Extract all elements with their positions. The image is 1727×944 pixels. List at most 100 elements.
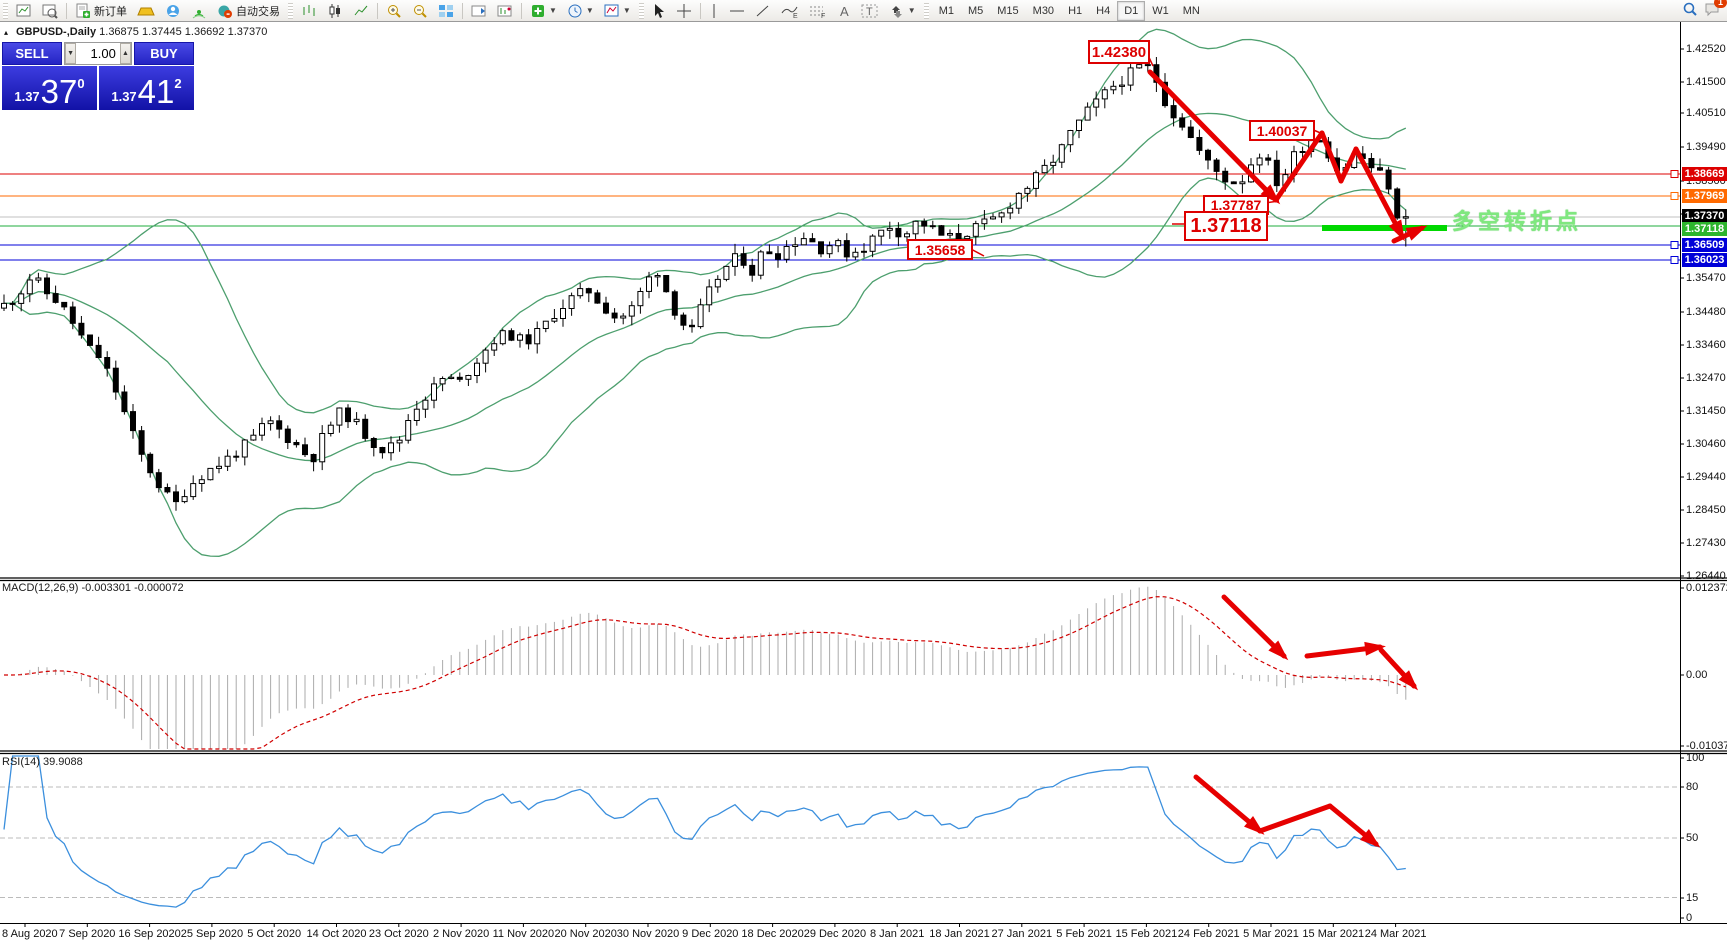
bar-chart-button[interactable] <box>296 1 322 21</box>
buy-button[interactable]: BUY <box>134 42 194 65</box>
timeframe-h4[interactable]: H4 <box>1096 4 1111 17</box>
date-tick-label: 2 Nov 2020 <box>432 928 490 940</box>
timeframe-m30[interactable]: M30 <box>1032 4 1055 17</box>
main-toolbar: 新订单 自动交易 <box>0 0 1727 22</box>
auto-trading-button[interactable]: 自动交易 <box>212 1 285 21</box>
volume-decrease-button[interactable]: ▼ <box>65 43 77 64</box>
profiles-button[interactable] <box>37 1 63 21</box>
toolbar-right: 1 <box>1682 0 1727 20</box>
cursor-tool-button[interactable] <box>647 1 671 21</box>
timeframe-group: M1 M5 M15 M30 H1 H4 D1 W1 MN <box>932 0 1207 21</box>
candlestick-icon <box>327 3 343 19</box>
template-icon <box>604 3 620 19</box>
signals-button[interactable] <box>186 1 212 21</box>
date-tick-label: 8 Jan 2021 <box>869 928 925 940</box>
axis-price-badge: 1.37370 <box>1682 209 1727 223</box>
volume-input[interactable] <box>76 43 120 64</box>
candlestick-button[interactable] <box>322 1 348 21</box>
date-tick-label: 18 Jan 2021 <box>929 928 990 940</box>
date-tick-label: 7 Sep 2020 <box>59 928 116 940</box>
text-tool-button[interactable]: A <box>832 1 856 21</box>
date-tick-label: 29 Dec 2020 <box>803 928 867 940</box>
arrows-icon <box>889 3 905 19</box>
dropdown-caret-icon: ▼ <box>549 6 557 15</box>
timeframe-m5[interactable]: M5 <box>967 4 984 17</box>
line-chart-icon <box>353 3 369 19</box>
axis-tick-label: 1.35470 <box>1686 272 1726 284</box>
sell-price-display[interactable]: 1.37 37 0 <box>2 66 97 110</box>
date-tick-label: 9 Dec 2020 <box>682 928 739 940</box>
metaeditor-button[interactable] <box>132 1 160 21</box>
auto-scroll-button[interactable] <box>492 1 518 21</box>
vertical-line-icon <box>709 3 719 19</box>
toolbar-grip <box>923 2 929 19</box>
timeframe-m15[interactable]: M15 <box>997 4 1019 17</box>
toolbar-separator <box>521 2 522 19</box>
axis-price-badge: 1.37118 <box>1682 222 1727 236</box>
one-click-trade-panel: SELL ▼ ▲ BUY 1.37 37 0 1.37 41 2 <box>2 42 194 110</box>
sell-button[interactable]: SELL <box>2 42 62 65</box>
new-order-button[interactable]: 新订单 <box>70 1 132 21</box>
trendline-tool-button[interactable] <box>750 1 776 21</box>
line-chart-button[interactable] <box>348 1 374 21</box>
axis-tick-label: 1.33460 <box>1686 339 1726 351</box>
timeframe-m1[interactable]: M1 <box>938 4 954 17</box>
channel-tool-button[interactable]: E <box>776 1 804 21</box>
timeframe-mn[interactable]: MN <box>1182 4 1200 17</box>
add-indicator-button[interactable]: ▼ <box>525 1 562 21</box>
period-button[interactable]: ▼ <box>562 1 599 21</box>
axis-tick-label: -0.010374 <box>1686 740 1727 752</box>
fibonacci-tool-button[interactable]: F <box>804 1 832 21</box>
axis-tick-label: 15 <box>1686 892 1699 904</box>
axis-tick-label: 1.41500 <box>1686 76 1726 88</box>
date-tick-label: 30 Nov 2020 <box>616 928 680 940</box>
ohlc-readout: 1.36875 1.37445 1.36692 1.37370 <box>99 26 268 38</box>
signal-icon <box>191 3 207 19</box>
zoom-in-button[interactable] <box>381 1 407 21</box>
crosshair-tool-button[interactable] <box>671 1 697 21</box>
axis-tick-label: 1.26440 <box>1686 570 1726 582</box>
search-icon[interactable] <box>1682 1 1698 20</box>
price-callout[interactable]: 1.42380 <box>1088 40 1150 64</box>
text-label-tool-button[interactable]: T <box>856 1 884 21</box>
toolbar-grip <box>638 2 644 19</box>
zoom-out-button[interactable] <box>407 1 433 21</box>
price-callout[interactable]: 1.40037 <box>1249 120 1315 141</box>
auto-trading-icon <box>217 3 233 19</box>
date-tick-label: 11 Nov 2020 <box>492 928 555 940</box>
new-chart-button[interactable] <box>11 1 37 21</box>
hline-tool-button[interactable] <box>724 1 750 21</box>
new-order-icon <box>75 3 91 19</box>
annotation-text: 多空转折点 <box>1452 209 1583 234</box>
date-tick-label: 5 Oct 2020 <box>247 928 302 940</box>
timeframe-d1[interactable]: D1 <box>1117 0 1146 21</box>
chart-shift-icon <box>471 3 487 19</box>
volume-increase-button[interactable]: ▲ <box>119 43 131 64</box>
gold-bar-icon <box>137 3 155 19</box>
timeframe-h1[interactable]: H1 <box>1068 4 1083 17</box>
arrows-tool-button[interactable]: ▼ <box>884 1 921 21</box>
price-callout[interactable]: 1.37787 <box>1203 195 1269 215</box>
date-tick-label: 16 Sep 2020 <box>118 928 181 940</box>
buy-price-display[interactable]: 1.37 41 2 <box>99 66 194 110</box>
dropdown-caret-icon: ▼ <box>622 6 631 15</box>
tile-windows-button[interactable] <box>433 1 459 21</box>
axis-price-badge: 1.38669 <box>1682 167 1727 181</box>
axis-tick-label: 0 <box>1686 912 1693 924</box>
toolbar-separator <box>66 2 67 19</box>
community-button[interactable] <box>160 1 186 21</box>
axis-tick-label: 100 <box>1686 752 1705 764</box>
template-button[interactable]: ▼ <box>599 1 636 21</box>
axis-tick-label: 1.32470 <box>1686 372 1726 384</box>
timeframe-w1[interactable]: W1 <box>1152 4 1169 17</box>
buy-price-big: 41 <box>137 73 175 110</box>
plus-icon <box>530 3 546 19</box>
chart-shift-button[interactable] <box>466 1 492 21</box>
profiles-icon <box>42 3 58 19</box>
chat-button[interactable]: 1 <box>1704 0 1727 20</box>
axis-tick-label: 0.012372 <box>1686 582 1727 594</box>
price-callout[interactable]: 1.37118 <box>1184 211 1268 241</box>
vline-tool-button[interactable] <box>704 1 724 21</box>
price-callout[interactable]: 1.35658 <box>907 239 973 260</box>
